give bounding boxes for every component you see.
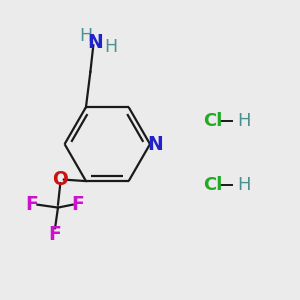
Text: F: F [26, 195, 38, 214]
Text: F: F [49, 225, 62, 244]
Text: N: N [87, 33, 103, 52]
Text: H: H [80, 28, 92, 46]
Text: H: H [237, 112, 250, 130]
Text: H: H [237, 176, 250, 194]
Text: Cl: Cl [203, 112, 222, 130]
Text: F: F [72, 195, 84, 214]
Text: Cl: Cl [203, 176, 222, 194]
Text: H: H [104, 38, 117, 56]
Text: O: O [52, 170, 68, 189]
Text: N: N [147, 135, 163, 154]
